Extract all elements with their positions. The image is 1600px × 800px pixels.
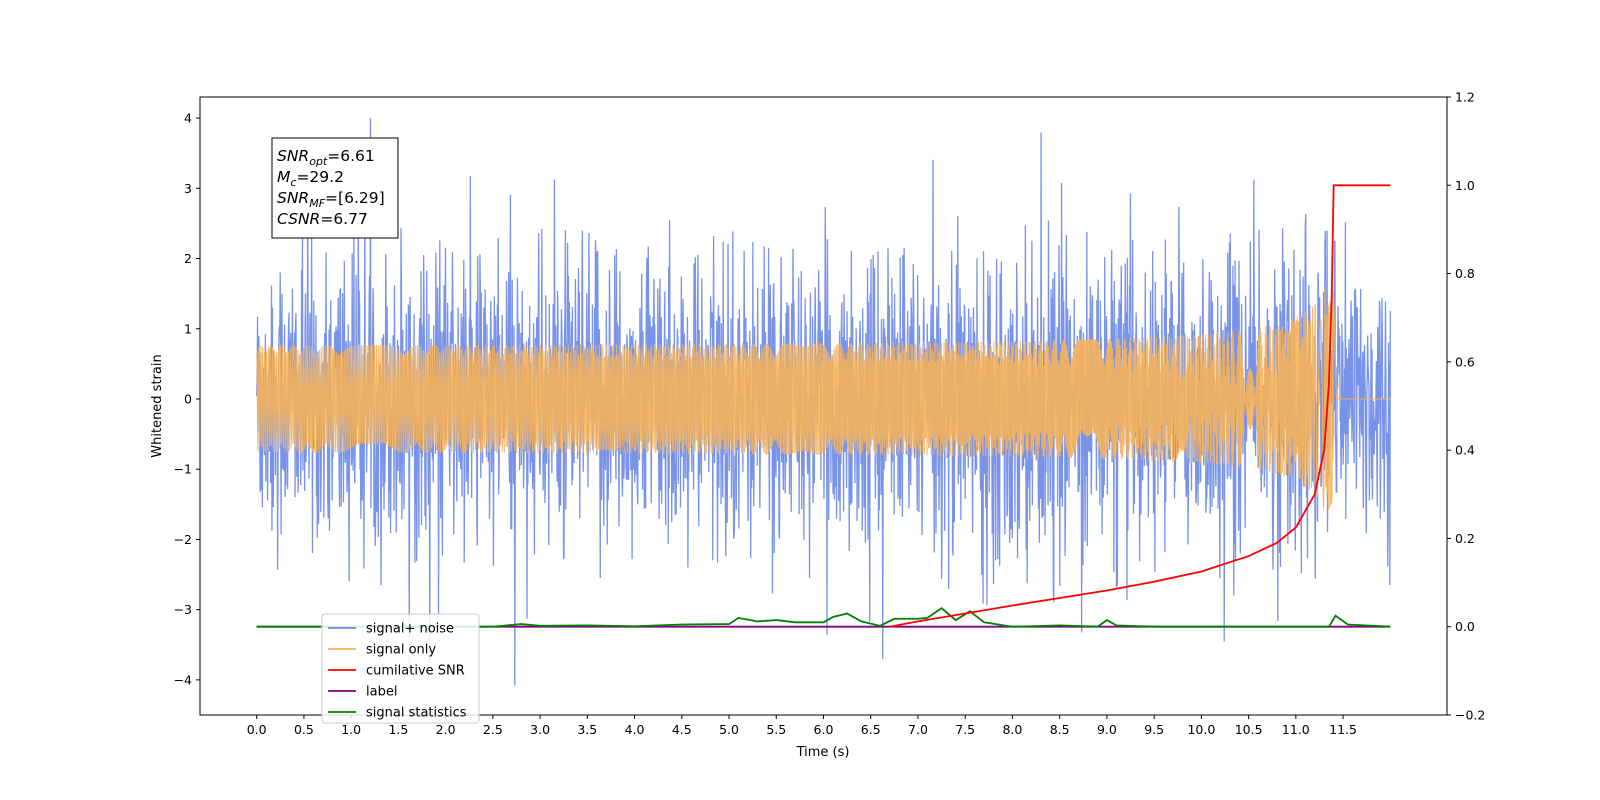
legend: signal+ noise signal only cumilative SNR la… [321,613,480,724]
x-tick-label: 0.5 [294,722,314,737]
x-tick-label: 8.0 [1002,722,1022,737]
x-tick-label: 9.0 [1097,722,1117,737]
series-line-signal-statistics [256,607,1391,628]
legend-entry-signal-only: signal only [328,643,436,658]
left-y-tick-label: −2 [174,532,192,547]
legend-label: signal statistics [366,706,467,721]
left-y-tick-label: −1 [174,462,192,477]
left-y-tick-label: 0 [184,391,192,406]
left-y-tick-label: −4 [174,672,192,687]
x-axis-label: Time (s) [796,745,850,760]
x-tick-label: 2.0 [436,722,456,737]
legend-label: signal+ noise [366,622,454,637]
left-y-axis-ticks: −4 −3 −2 −1 0 1 2 3 4 [174,111,200,687]
right-y-tick-label: 0.4 [1455,443,1475,458]
left-y-tick-label: 3 [184,181,192,196]
x-tick-label: 10.0 [1187,722,1215,737]
legend-entry-cumulative-snr: cumilative SNR [328,664,465,679]
x-tick-label: 5.0 [719,722,739,737]
right-y-axis-ticks: −0.2 0.0 0.2 0.4 0.6 0.8 1.0 1.2 [1447,90,1485,723]
left-y-tick-label: 4 [184,111,192,126]
x-tick-label: 10.5 [1235,722,1263,737]
right-y-tick-label: 1.2 [1455,90,1475,105]
x-tick-label: 3.5 [577,722,597,737]
x-tick-label: 4.0 [625,722,645,737]
x-tick-label: 7.5 [955,722,975,737]
x-tick-label: 7.0 [908,722,928,737]
legend-entry-signal-plus-noise: signal+ noise [328,622,454,637]
right-y-tick-label: 0.0 [1455,619,1475,634]
annotation-line: Mc=29.2 [277,168,344,189]
x-tick-label: 6.5 [861,722,881,737]
right-y-tick-label: 1.0 [1455,178,1475,193]
annotation-line: SNRopt=6.61 [277,147,375,168]
legend-label: signal only [366,643,436,658]
annotation-line: SNRMF=[6.29] [277,189,385,210]
x-axis-ticks: 0.0 0.5 1.0 1.5 2.0 2.5 3.0 3.5 4.0 4.5 5.0 5.5 6.0 6… [247,715,1357,737]
right-y-tick-label: 0.8 [1455,266,1475,281]
legend-frame [321,613,480,724]
legend-entry-signal-statistics: signal statistics [328,706,467,721]
x-tick-label: 4.5 [672,722,692,737]
annotation-line: CSNR=6.77 [277,210,368,228]
y-axis-label: Whitened strain [150,354,165,457]
legend-label: label [366,685,397,700]
series-line-signal-only [256,286,1391,511]
legend-entry-label: label [328,685,397,700]
left-y-tick-label: −3 [174,602,192,617]
x-tick-label: 6.0 [814,722,834,737]
x-tick-label: 3.0 [530,722,550,737]
x-tick-label: 0.0 [247,722,267,737]
annotation-frame [271,137,399,239]
x-tick-label: 11.5 [1329,722,1357,737]
series-line-cumulative-snr [889,184,1391,628]
right-y-tick-label: 0.2 [1455,531,1475,546]
x-tick-label: 1.5 [388,722,408,737]
x-tick-label: 5.5 [766,722,786,737]
left-y-tick-label: 2 [184,251,192,266]
x-tick-label: 9.5 [1144,722,1164,737]
x-tick-label: 1.0 [341,722,361,737]
left-y-tick-label: 1 [184,321,192,336]
x-tick-label: 11.0 [1282,722,1310,737]
right-y-tick-label: 0.6 [1455,354,1475,369]
x-tick-label: 8.5 [1050,722,1070,737]
legend-label: cumilative SNR [366,664,465,679]
right-y-tick-label: −0.2 [1455,708,1485,723]
legend-entries: signal+ noise signal only cumilative SNR la… [328,622,467,721]
x-tick-label: 2.5 [483,722,503,737]
